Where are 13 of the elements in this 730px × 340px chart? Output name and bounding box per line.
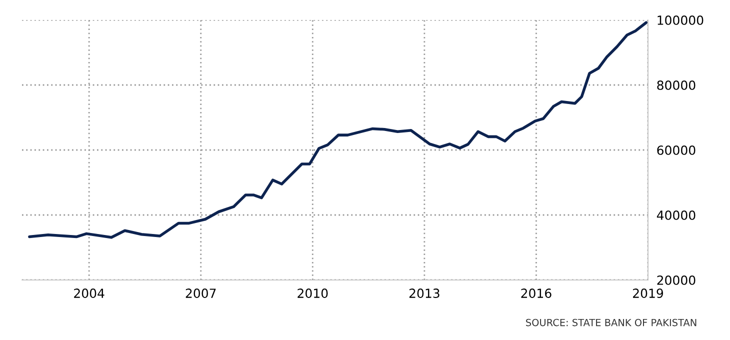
y-tick-label: 20000	[657, 275, 696, 285]
y-tick-label: 80000	[657, 80, 696, 90]
line-series	[28, 21, 648, 239]
x-tick-label: 2007	[186, 288, 216, 298]
y-tick-label: 100000	[658, 15, 704, 25]
x-tick-label: 2010	[298, 288, 328, 298]
x-tick-label: 2013	[409, 288, 440, 298]
y-tick-label: 40000	[656, 210, 696, 220]
source-note: SOURCE: STATE BANK OF PAKISTAN	[526, 318, 696, 326]
y-tick-label: 60000	[657, 145, 696, 155]
x-tick-label: 2016	[521, 288, 552, 298]
x-tick-label: 2019	[633, 288, 664, 298]
x-tick-label: 2004	[74, 288, 104, 298]
